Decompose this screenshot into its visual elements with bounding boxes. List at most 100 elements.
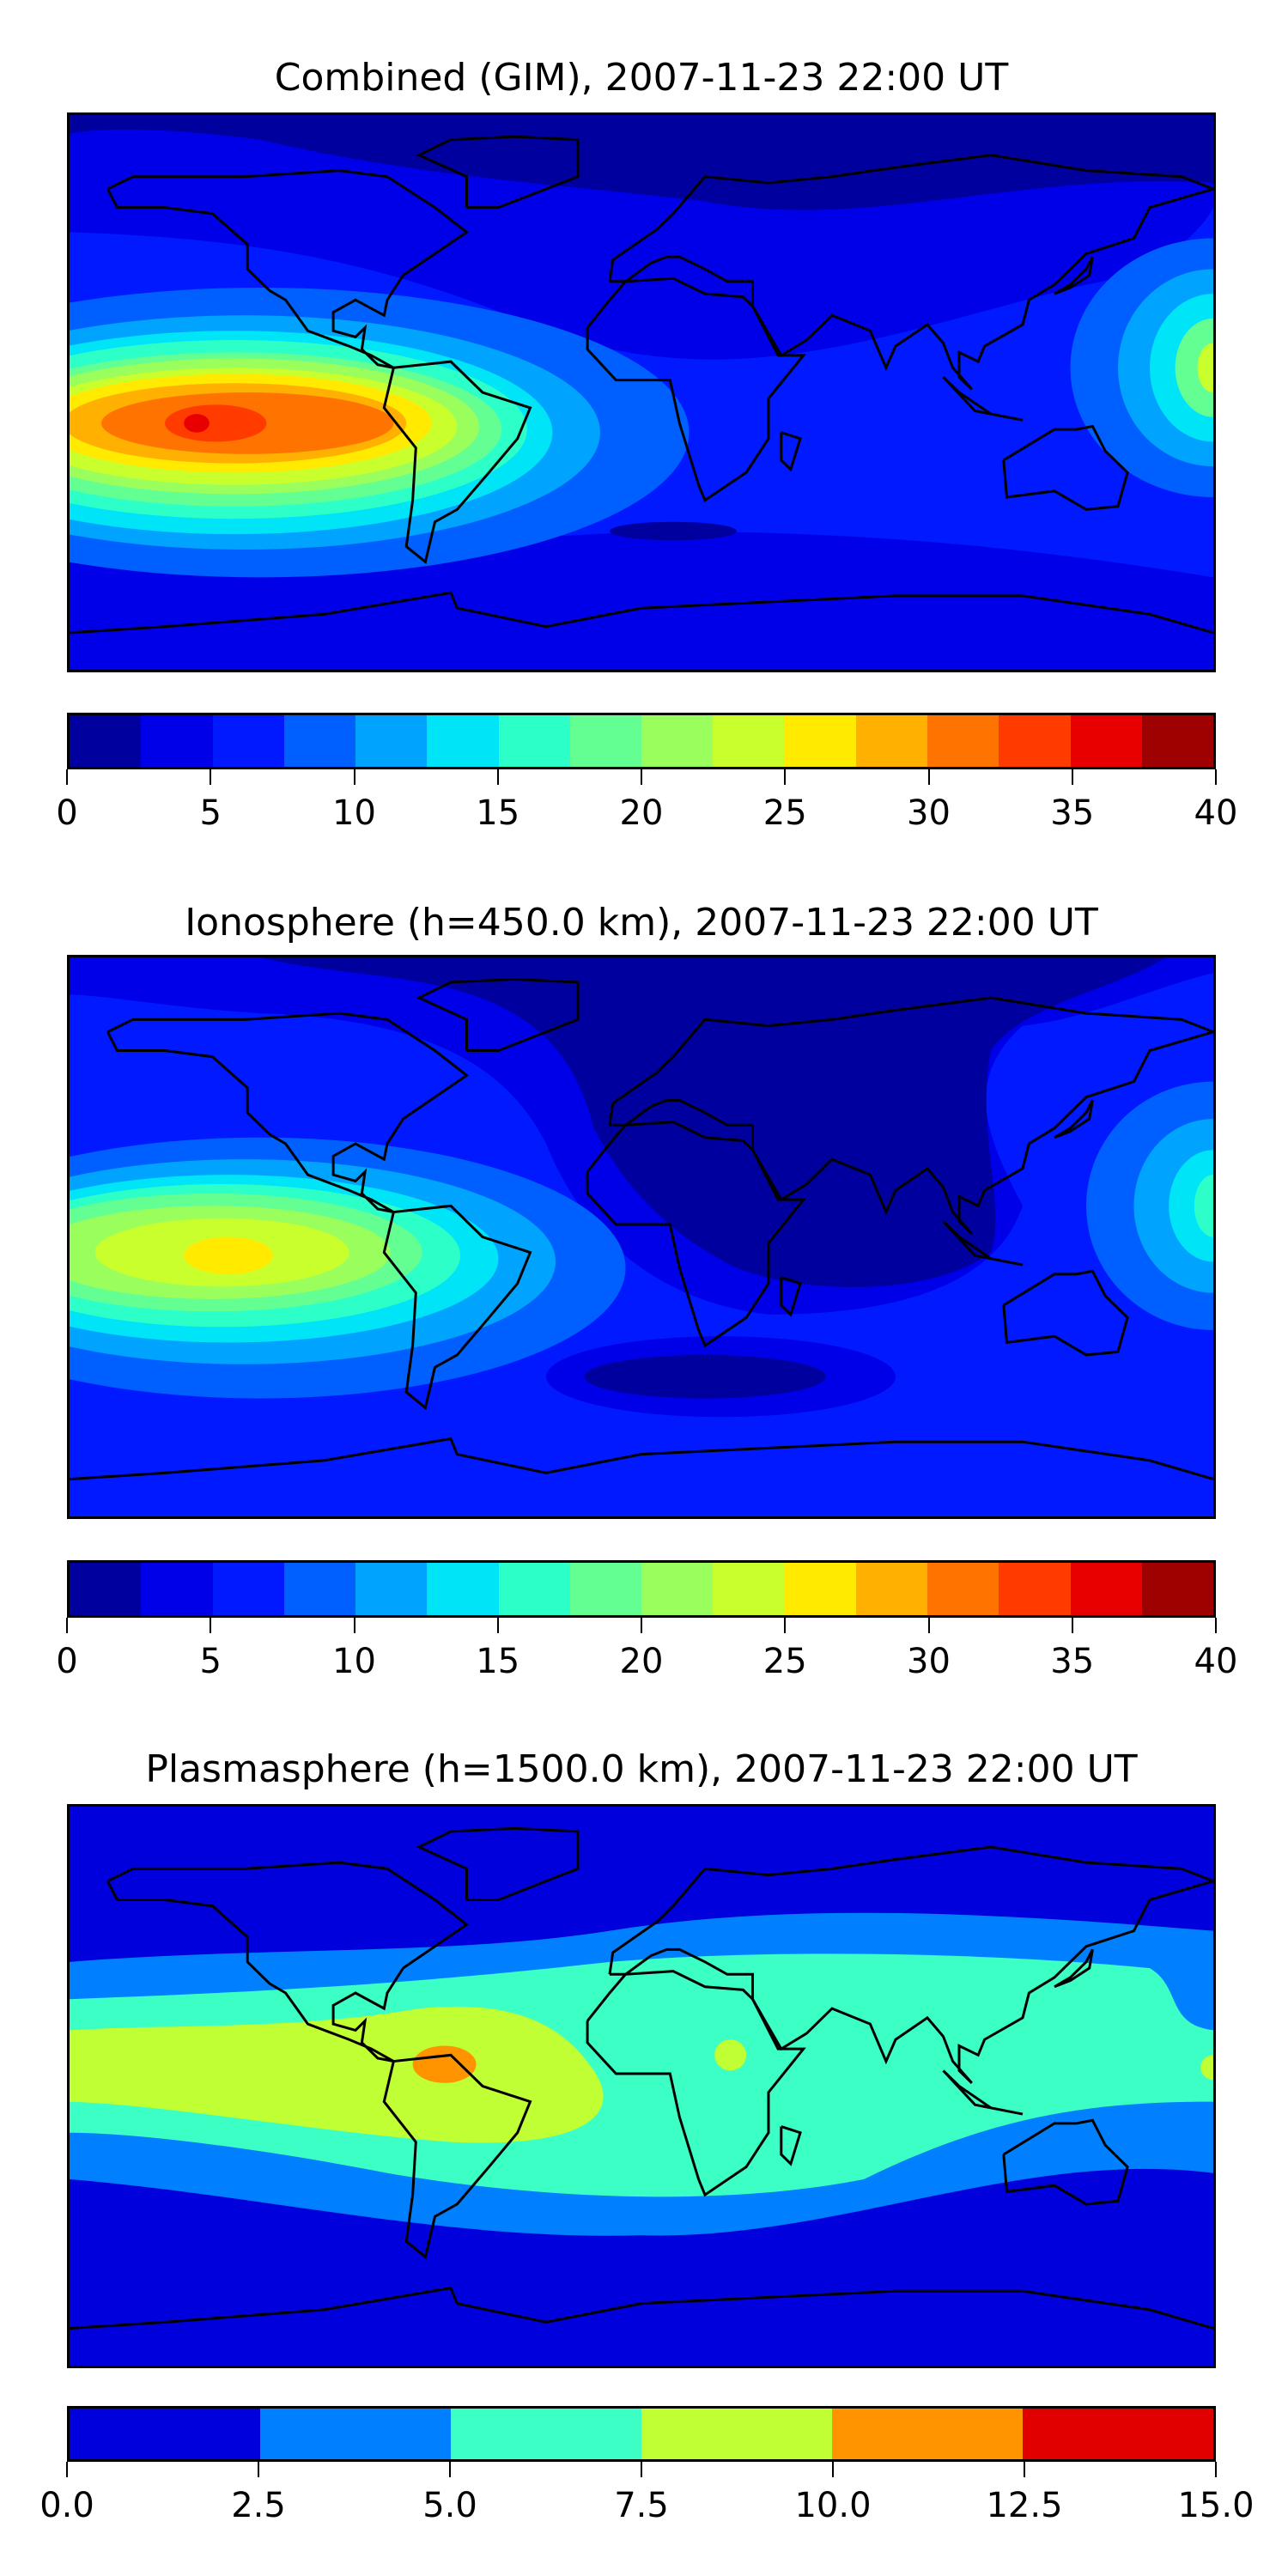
chart-title-ionosphere: Ionosphere (h=450.0 km), 2007-11-23 22:0… [185, 901, 1098, 945]
band-22.5-east [1197, 343, 1213, 392]
coastlines [70, 137, 1213, 633]
colorbar-tick [258, 2462, 259, 2477]
band-0-2.5-south [584, 1354, 826, 1399]
colorbar-segment [498, 1563, 570, 1615]
contour-map-ionosphere [70, 957, 1213, 1516]
colorbar-tick [353, 1618, 355, 1633]
band-10-12.5 [412, 2045, 477, 2083]
colorbar-tick-label: 20 [619, 793, 664, 833]
colorbar-tick-label: 12.5 [986, 2486, 1063, 2525]
map-ionosphere [67, 955, 1216, 1519]
band-12.5-15-east [1169, 1150, 1213, 1262]
colorbar-tick-label: 25 [762, 1642, 807, 1681]
colorbar-segment [569, 1563, 641, 1615]
band-0-2.5 [260, 957, 1166, 1287]
colorbar-tick-label: 0 [56, 793, 78, 833]
coastline-japan [1054, 1100, 1092, 1137]
colorbar-tick-label: 35 [1050, 793, 1095, 833]
colorbar-segment [283, 715, 355, 767]
colorbar-segment [999, 715, 1071, 767]
colorbar-tick-label: 15.0 [1177, 2486, 1255, 2525]
colorbar-segment [855, 1563, 927, 1615]
colorbar-segment [141, 715, 213, 767]
colorbar-tick [66, 769, 68, 785]
colorbar-segment [784, 1563, 856, 1615]
colorbar-ticks-ionosphere: 0 5 10 15 20 25 30 35 40 [56, 1618, 1237, 1681]
band-7.5-10-africa [714, 2039, 747, 2071]
colorbar-tick [641, 2462, 642, 2477]
colorbar-segment [713, 715, 785, 767]
coastline-madagascar [781, 1278, 800, 1315]
colorbar-segment [1070, 715, 1142, 767]
map-combined [67, 112, 1216, 672]
colorbar-tick [832, 2462, 834, 2477]
coastline-africa [587, 1971, 804, 2195]
contour-map-plasmasphere [70, 1807, 1213, 2366]
colorbar-tick-label: 10 [332, 1642, 376, 1681]
colorbar-segment [70, 2409, 260, 2459]
band-15-east [1194, 1175, 1213, 1237]
band-0-2.5 [70, 115, 1213, 210]
coastline-eurasia [610, 155, 1213, 390]
coastlines [70, 979, 1213, 1479]
colorbar-segment [569, 715, 641, 767]
colorbar-segment [927, 1563, 999, 1615]
colorbar-segment [999, 1563, 1071, 1615]
colorbar-tick-label: 10.0 [794, 2486, 872, 2525]
colorbar-tick [1215, 1618, 1217, 1633]
chart-title-plasmasphere: Plasmasphere (h=1500.0 km), 2007-11-23 2… [145, 1747, 1138, 1791]
colorbar-segment [641, 715, 714, 767]
chart-title-combined: Combined (GIM), 2007-11-23 22:00 UT [274, 56, 1009, 100]
colorbar-segment [641, 1563, 714, 1615]
colorbar-tick [784, 1618, 787, 1633]
colorbar-tick-label: 40 [1194, 1642, 1238, 1681]
coastline-madagascar [781, 2127, 800, 2164]
band-25-27.5 [184, 1236, 273, 1274]
low-spot [610, 521, 737, 541]
colorbar-tick-label: 5 [199, 1642, 222, 1681]
colorbar-combined [67, 713, 1216, 769]
colorbar-tick [1024, 2462, 1025, 2477]
colorbar-tick [641, 1618, 642, 1633]
colorbar-segment [141, 1563, 213, 1615]
colorbar-segment [260, 2409, 451, 2459]
coastline-indonesia [944, 377, 1024, 420]
colorbar-segment [427, 715, 499, 767]
colorbar-ticks-plasmasphere: 0.0 2.5 5.0 7.5 10.0 12.5 15.0 [39, 2462, 1255, 2525]
colorbar-tick [927, 1618, 930, 1633]
colorbar-segment [70, 715, 142, 767]
colorbar-plasmasphere [67, 2406, 1216, 2462]
colorbar-segment [1023, 2409, 1213, 2459]
colorbar-tick-label: 5.0 [422, 2486, 477, 2525]
colorbar-tick [496, 769, 499, 785]
colorbar-tick-label: 0.0 [39, 2486, 94, 2525]
colorbar-segment [498, 715, 570, 767]
colorbar-tick-label: 30 [907, 793, 951, 833]
coastline-south-america [384, 2055, 530, 2257]
band-5-7.5 [70, 1953, 1213, 2197]
coastline-north-america [107, 171, 466, 368]
colorbar-tick [353, 769, 355, 785]
coastline-africa [587, 1122, 804, 1346]
coastline-japan [1054, 257, 1092, 294]
colorbar-tick [927, 769, 930, 785]
colorbar-segment [1141, 1563, 1213, 1615]
colorbar-tick-label: 15 [476, 1642, 520, 1681]
colorbar-tick-label: 20 [619, 1642, 664, 1681]
colorbar-tick-label: 0 [56, 1642, 78, 1681]
coastline-australia [1004, 426, 1127, 509]
colorbar-tick [1215, 769, 1217, 785]
colorbar-tick-label: 2.5 [231, 2486, 286, 2525]
colorbar-segment [1141, 715, 1213, 767]
colorbar-segment [212, 715, 284, 767]
colorbar-tick-label: 35 [1050, 1642, 1095, 1681]
colorbar-tick-label: 10 [332, 793, 376, 833]
coastline-greenland [419, 1828, 578, 1899]
coastline-north-america [107, 1862, 466, 2061]
coastline-antarctica [70, 1439, 1213, 1479]
colorbar-tick-label: 15 [476, 793, 520, 833]
colorbar-tick [449, 2462, 451, 2477]
colorbar-segment [713, 1563, 785, 1615]
contour-map-combined [70, 115, 1213, 670]
colorbar-tick [210, 1618, 212, 1633]
